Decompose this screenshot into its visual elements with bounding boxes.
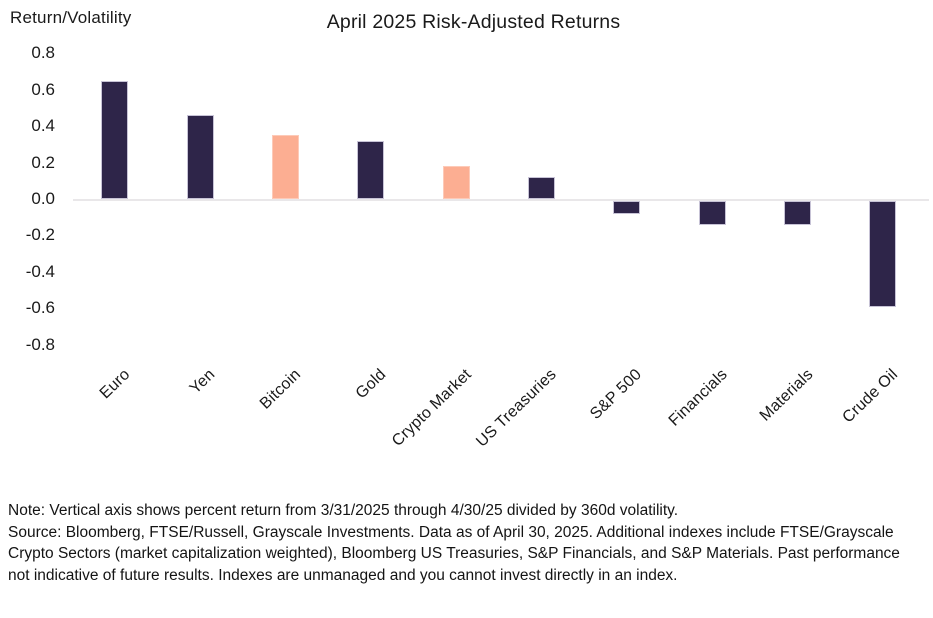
y-tick-label-0-8: 0.8 bbox=[31, 43, 55, 63]
x-tick-label-yen: Yen bbox=[187, 366, 219, 398]
x-tick-label-gold: Gold bbox=[352, 366, 390, 403]
x-tick-label-euro: Euro bbox=[96, 366, 134, 403]
bar-financials bbox=[698, 201, 726, 225]
x-tick-label-materials: Materials bbox=[756, 366, 817, 425]
zero-baseline bbox=[73, 199, 929, 201]
x-tick-label-financials: Financials bbox=[665, 366, 731, 430]
x-tick-label-s-p-500: S&P 500 bbox=[587, 366, 646, 423]
x-tick-label-crypto-market: Crypto Market bbox=[388, 366, 475, 450]
y-axis-title: Return/Volatility bbox=[10, 8, 132, 27]
x-tick-label-crude-oil: Crude Oil bbox=[839, 366, 902, 427]
y-tick-label-0-4: -0.4 bbox=[25, 261, 55, 281]
bar-crypto-market bbox=[442, 166, 470, 199]
bar-bitcoin bbox=[271, 135, 299, 199]
bar-materials bbox=[783, 201, 811, 225]
y-tick-label-0-2: -0.2 bbox=[25, 225, 55, 245]
bar-s-p-500 bbox=[613, 201, 641, 214]
x-tick-label-bitcoin: Bitcoin bbox=[256, 366, 305, 413]
bar-yen bbox=[186, 115, 214, 199]
y-tick-label-0-4: 0.4 bbox=[31, 116, 55, 136]
plot-area: 0.8 0.6 0.4 0.2 0.0 -0.2 -0.4 -0.6 -0.8 Euro Yen Bi… bbox=[25, 43, 929, 451]
y-tick-label-0-6: -0.6 bbox=[25, 298, 55, 318]
footnote-note: Note: Vertical axis shows percent return… bbox=[8, 502, 679, 519]
chart-title: April 2025 Risk-Adjusted Returns bbox=[326, 11, 621, 33]
footnote: Note: Vertical axis shows percent return… bbox=[8, 500, 924, 586]
bar-crude-oil bbox=[869, 201, 897, 307]
bar-gold bbox=[357, 140, 385, 199]
bar-euro bbox=[101, 80, 129, 199]
y-tick-label-0-8: -0.8 bbox=[25, 334, 55, 354]
y-tick-label-0-0: 0.0 bbox=[31, 189, 55, 208]
y-tick-label-0-6: 0.6 bbox=[31, 79, 55, 99]
footnote-source: Source: Bloomberg, FTSE/Russell, Graysca… bbox=[8, 523, 900, 584]
y-tick-label-0-2: 0.2 bbox=[31, 152, 55, 172]
bar-us-treasuries bbox=[527, 177, 555, 199]
x-tick-label-us-treasuries: US Treasuries bbox=[473, 366, 561, 451]
